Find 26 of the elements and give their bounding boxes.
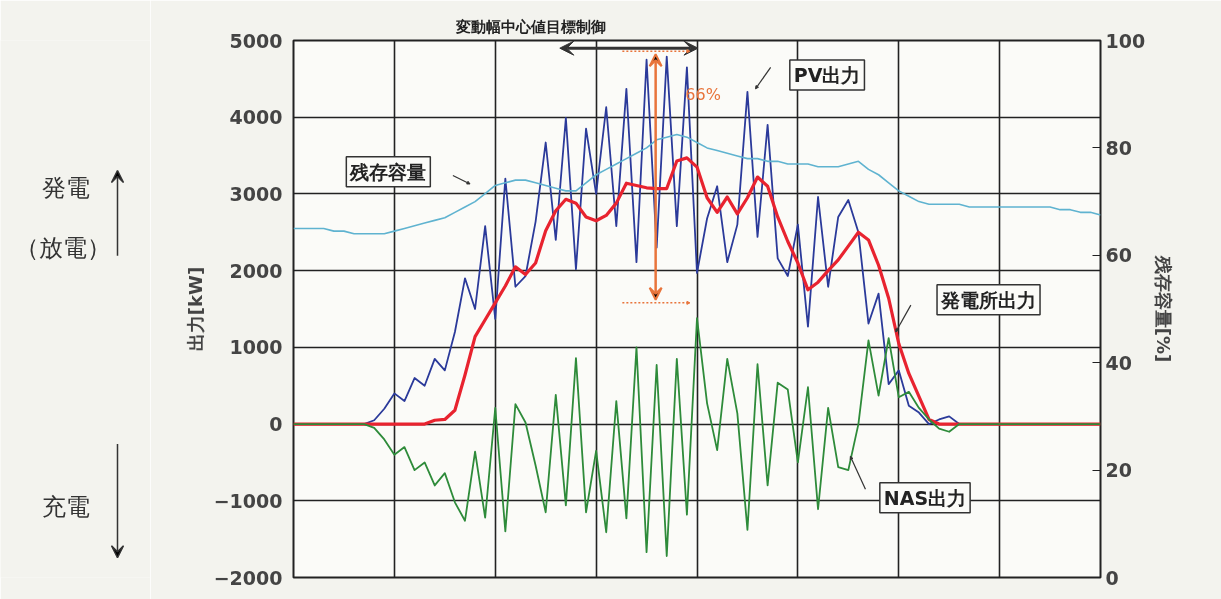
y2-tick-label: 80 <box>1105 136 1132 159</box>
y-tick-label: 5000 <box>229 29 283 52</box>
y-tick-label: 3000 <box>229 182 283 205</box>
y-tick-label: −1000 <box>213 489 283 512</box>
line-series <box>293 317 1101 557</box>
text: PV出力 <box>793 64 861 87</box>
y2-tick-label: 0 <box>1105 566 1119 589</box>
y-axis-title: 出力[kW] <box>184 266 206 352</box>
text: 発電所出力 <box>940 288 1037 311</box>
y2-tick-label: 20 <box>1105 459 1132 482</box>
line-series <box>293 133 1101 235</box>
y-tick-label: 0 <box>269 413 283 436</box>
text: （放電） <box>14 234 111 263</box>
y-tick-label: −2000 <box>213 566 283 589</box>
y2-tick-label: 100 <box>1105 29 1146 52</box>
text: 発電 <box>41 174 90 203</box>
y2-tick-label: 40 <box>1105 351 1132 374</box>
y-tick-label: 1000 <box>229 336 283 359</box>
y2-tick-label: 60 <box>1105 244 1132 267</box>
text: 残存容量 <box>349 160 427 183</box>
chart-title: 変動幅中心値目標制御 <box>454 17 606 36</box>
text: 充電 <box>41 492 90 521</box>
y-tick-label: 4000 <box>229 106 283 129</box>
text: NAS出力 <box>883 486 967 509</box>
y2-axis-title: 残存容量[%] <box>1153 254 1175 363</box>
y-tick-label: 2000 <box>229 259 283 282</box>
